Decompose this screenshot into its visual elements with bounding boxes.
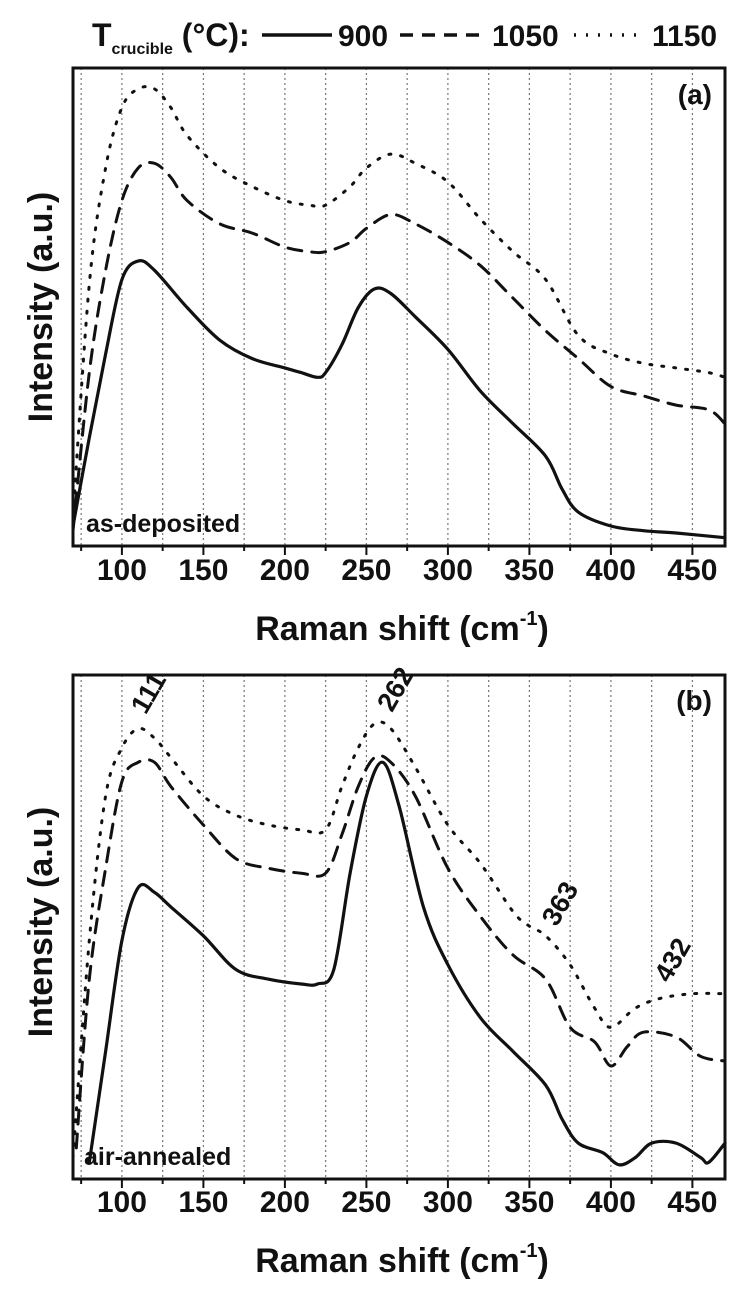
panel-b-x-tick-label-100: 100 (97, 1186, 147, 1219)
panel-a-x-tick-label-100: 100 (97, 554, 147, 587)
panel-a-x-tick-label-350: 350 (504, 554, 554, 587)
panel-b-annotation: air-annealed (84, 1143, 231, 1171)
legend: Tcrucible (°C): 900 1050 1150 (92, 17, 717, 58)
panel-a-label: (a) (678, 79, 712, 110)
panel-a-series-1050 (71, 160, 727, 533)
panel-a-annotation: as-deposited (86, 510, 240, 538)
legend-label-1050: 1050 (492, 20, 559, 53)
panel-b-series-900 (87, 760, 727, 1167)
panel-b-series-1150 (71, 720, 727, 1159)
panel-b-x-tick-label-200: 200 (260, 1186, 310, 1219)
panel-a-gridlines (80, 68, 694, 546)
panel-a-x-tick-label-450: 450 (667, 554, 717, 587)
panel-a-frame (71, 66, 727, 548)
legend-title: Tcrucible (°C): (92, 17, 250, 58)
panel-b-x-tick-label-450: 450 (667, 1186, 717, 1219)
panel-b-frame (71, 673, 727, 1181)
panel-a-x-tick-label-150: 150 (178, 554, 228, 587)
panel-b-y-axis-title: Intensity (a.u.) (22, 807, 60, 1037)
panel-b-x-tick-label-350: 350 (504, 1186, 554, 1219)
panel-b-peak-label-432: 432 (648, 933, 697, 987)
legend-label-1150: 1150 (652, 20, 717, 53)
panel-a-x-ticks: 100 150 200 250 300 350 400 450 (80, 546, 717, 587)
legend-label-900: 900 (338, 20, 388, 53)
panel-b-series-1050 (74, 754, 727, 1150)
panel-a-x-tick-label-200: 200 (260, 554, 310, 587)
panel-a-x-tick-label-250: 250 (341, 554, 391, 587)
panel-b-peak-label-262: 262 (371, 662, 420, 716)
panel-b-peak-label-363: 363 (536, 877, 585, 931)
panel-b-x-axis-title: Raman shift (cm-1) (255, 1240, 549, 1280)
panel-b-x-tick-label-250: 250 (341, 1186, 391, 1219)
panel-a-y-axis-title: Intensity (a.u.) (22, 192, 60, 422)
panel-a-series-900 (71, 259, 727, 540)
panel-b-x-tick-label-400: 400 (586, 1186, 636, 1219)
panel-b-label: (b) (676, 685, 712, 716)
panel-a-x-tick-label-400: 400 (586, 554, 636, 587)
panel-b-gridlines (80, 675, 694, 1179)
panel-a-x-axis-title: Raman shift (cm-1) (255, 608, 549, 648)
panel-b-series (71, 720, 727, 1167)
panel-a: 100 150 200 250 300 350 400 450 (a) as-deposite… (22, 66, 727, 648)
panel-a-x-tick-label-300: 300 (423, 554, 473, 587)
panel-a-series (71, 85, 727, 540)
panel-b-x-tick-label-150: 150 (178, 1186, 228, 1219)
panel-b-x-tick-label-300: 300 (423, 1186, 473, 1219)
panel-b-x-ticks: 100 150 200 250 300 350 400 450 (80, 1179, 717, 1219)
panel-a-series-1150 (71, 85, 727, 519)
